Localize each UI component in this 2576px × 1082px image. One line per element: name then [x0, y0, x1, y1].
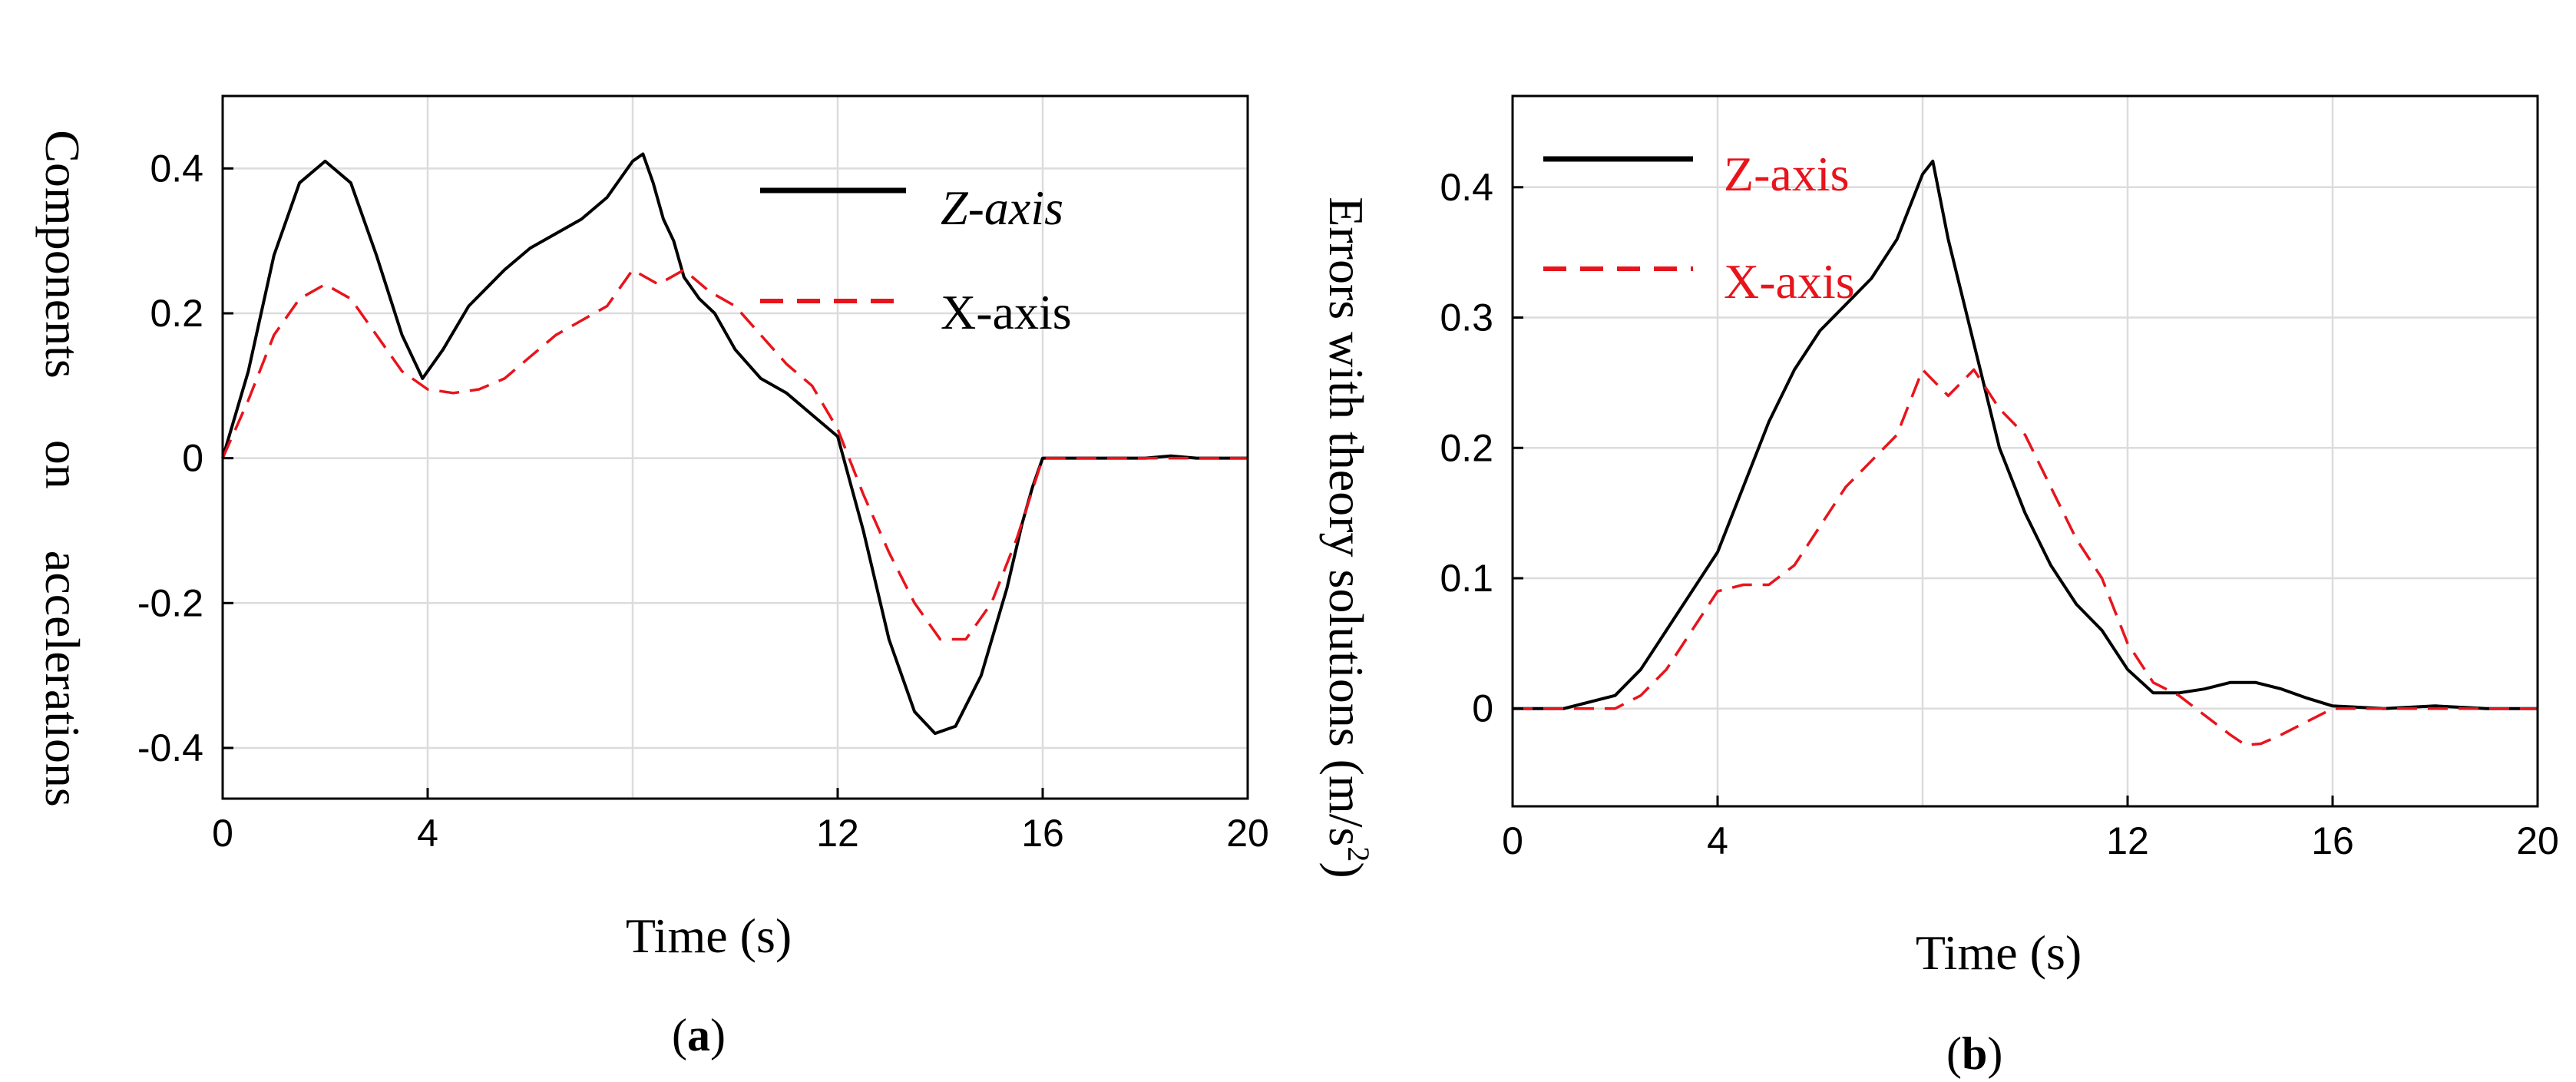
- panel-a-series: [221, 152, 1248, 736]
- panel-a-x-tick-label: 20: [1226, 812, 1269, 855]
- panel-b-x-axis-label: Time (s): [1916, 925, 2082, 980]
- panel-b-y-axis-label-close: ): [1319, 862, 1374, 878]
- panel-b-y-tick-label: 0: [1472, 687, 1493, 730]
- panel-b-grid: [1511, 96, 2539, 806]
- panel-b-series-x-axis: [1513, 368, 2538, 746]
- panel-a-y-axis-label: Components on accelerations: [35, 130, 90, 807]
- panel-a-label-letter: a: [687, 1010, 710, 1060]
- panel-a-x-tick-label: 0: [212, 812, 233, 855]
- panel-a-series-x-axis: [221, 268, 1248, 641]
- panel-b-series: [1513, 159, 2538, 746]
- panel-b-chart: 0 4 12 16 20 0.4 0.3 0.2 0.1 0 Z-axis X-axis Tim…: [1319, 94, 2559, 1079]
- panel-b-x-tick-label: 0: [1502, 819, 1523, 862]
- panel-b-y-axis-label-main: Errors with theory solutions (m/s: [1319, 197, 1374, 846]
- panel-a-axes-box: [221, 94, 1249, 800]
- panel-b-y-tick-label: 0.3: [1440, 296, 1493, 339]
- panel-a-x-tick-label: 4: [417, 812, 438, 855]
- panel-b-x-tick-label: 20: [2516, 819, 2559, 862]
- panel-a-legend-z-label: Z-axis: [941, 180, 1063, 235]
- panel-a-legend: Z-axis X-axis: [760, 180, 1072, 339]
- panel-b-legend: Z-axis X-axis: [1543, 147, 1855, 309]
- panel-b-y-ticks: 0.4 0.3 0.2 0.1 0: [1440, 166, 1523, 730]
- panel-a-x-axis-label: Time (s): [626, 908, 792, 963]
- panel-b-x-tick-label: 4: [1707, 819, 1728, 862]
- panel-b-x-ticks: 0 4 12 16 20: [1502, 796, 2559, 862]
- panel-b-y-tick-label: 0.2: [1440, 426, 1493, 469]
- panel-a-y-tick-label: 0.4: [150, 147, 203, 190]
- panel-b-x-tick-label: 12: [2106, 819, 2149, 862]
- panel-a-x-ticks: 0 4 12 16 20: [212, 788, 1269, 855]
- panel-a-chart: 0 4 12 16 20 0.4 0.2 0 -0.2 -0.4 Z-axis X-axis T…: [35, 94, 1269, 1060]
- panel-a-label: (a): [672, 1010, 726, 1060]
- panel-a-y-tick-label: -0.4: [137, 726, 203, 769]
- panel-b-y-tick-label: 0.4: [1440, 166, 1493, 209]
- panel-a-y-tick-label: 0: [182, 437, 203, 480]
- panel-a-y-tick-label: 0.2: [150, 292, 203, 335]
- panel-b-label-letter: b: [1962, 1028, 1987, 1079]
- panel-b-y-tick-label: 0.1: [1440, 557, 1493, 600]
- panel-b-series-z-axis: [1513, 159, 2538, 710]
- panel-a-y-ticks: 0.4 0.2 0 -0.2 -0.4: [137, 147, 233, 769]
- panel-a-x-tick-label: 12: [816, 812, 859, 855]
- panel-b-y-axis-label: Errors with theory solutions (m/s2): [1319, 197, 1376, 878]
- panel-b-x-tick-label: 16: [2311, 819, 2354, 862]
- panel-a-x-tick-label: 16: [1021, 812, 1064, 855]
- panel-a-legend-x-label: X-axis: [941, 285, 1072, 339]
- panel-b-legend-x-label: X-axis: [1724, 254, 1855, 309]
- panel-b-label: (b): [1946, 1028, 2002, 1079]
- panel-b-legend-z-label: Z-axis: [1724, 147, 1850, 201]
- panel-b-y-axis-label-superscript: 2: [1341, 846, 1376, 862]
- panel-a-y-tick-label: -0.2: [137, 581, 203, 624]
- panel-b-axes-box: [1511, 94, 2539, 808]
